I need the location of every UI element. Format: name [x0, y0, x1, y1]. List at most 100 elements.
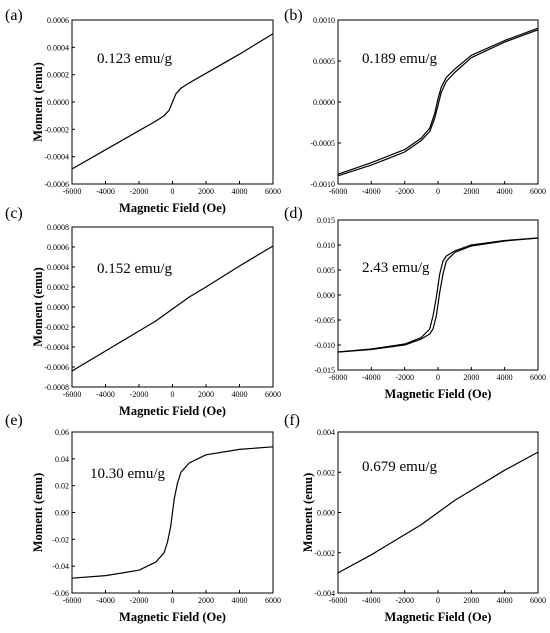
- x-tick-label: 6000: [265, 187, 281, 196]
- x-tick-label: -4000: [362, 596, 381, 605]
- panel-a: -6000 -4000 -2000 0 2000 4000 6000 -0.0006 -0.00…: [5, 7, 281, 215]
- x-tick-label: -4000: [362, 373, 381, 382]
- x-tick-label: -2000: [395, 373, 414, 382]
- y-tick-label: 0.06: [55, 428, 69, 437]
- y-tick-label: -0.005: [314, 316, 335, 325]
- x-axis-label: Magnetic Field (Oe): [119, 610, 226, 624]
- y-tick-label: -0.0002: [44, 125, 69, 134]
- x-tick-label: -6000: [329, 187, 348, 196]
- x-tick-label: 0: [436, 596, 440, 605]
- x-tick-label: 2000: [198, 187, 214, 196]
- saturation-annotation: 0.679 emu/g: [362, 459, 437, 475]
- x-tick-label: -4000: [96, 187, 115, 196]
- y-tick-label: 0.000: [317, 509, 335, 518]
- y-tick-label: -0.0004: [44, 343, 69, 352]
- y-tick-label: 0.0000: [47, 303, 69, 312]
- panel-letter: (e): [5, 412, 23, 429]
- y-tick-label: 0.00: [55, 509, 69, 518]
- y-tick-label: -0.02: [52, 535, 69, 544]
- x-tick-label: 6000: [265, 390, 281, 399]
- panel-d: -6000 -4000 -2000 0 2000 4000 6000 -0.015 -0.010…: [284, 205, 546, 401]
- series-line-1: [337, 27, 539, 175]
- y-tick-label: -0.0008: [44, 383, 69, 392]
- y-tick-label: -0.0006: [44, 363, 69, 372]
- x-tick-label: -4000: [96, 390, 115, 399]
- x-tick-label: -2000: [130, 187, 149, 196]
- y-tick-label: 0.0006: [47, 243, 69, 252]
- x-tick-label: 0: [171, 390, 175, 399]
- x-tick-label: 4000: [232, 390, 248, 399]
- panel-letter: (d): [284, 205, 303, 222]
- x-tick-label: 0: [171, 187, 175, 196]
- y-tick-label: 0.005: [317, 266, 335, 275]
- x-tick-label: -6000: [329, 596, 348, 605]
- x-tick-label: -6000: [63, 187, 82, 196]
- y-tick-label: -0.015: [314, 366, 335, 375]
- y-tick-label: -0.0005: [310, 139, 335, 148]
- series-line-1: [71, 33, 274, 170]
- x-tick-label: -2000: [395, 596, 414, 605]
- x-axis-label: Magnetic Field (Oe): [119, 404, 226, 418]
- x-tick-label: 2000: [463, 187, 479, 196]
- x-tick-label: -6000: [329, 373, 348, 382]
- x-tick-label: 0: [436, 373, 440, 382]
- panel-letter: (c): [5, 205, 23, 222]
- series-line-2: [337, 237, 539, 353]
- x-tick-label: 6000: [265, 596, 281, 605]
- y-tick-label: 0.0000: [47, 98, 69, 107]
- y-tick-label: 0.010: [317, 241, 335, 250]
- y-tick-label: 0.04: [55, 455, 69, 464]
- x-tick-label: -2000: [130, 390, 149, 399]
- y-tick-label: 0.000: [317, 291, 335, 300]
- series-line-2: [337, 29, 539, 177]
- saturation-annotation: 0.123 emu/g: [97, 51, 172, 67]
- y-tick-label: -0.0006: [44, 180, 69, 189]
- y-tick-label: 0.015: [317, 216, 335, 225]
- panel-c: -6000 -4000 -2000 0 2000 4000 6000 -0.0008 -0.00…: [5, 205, 281, 418]
- y-tick-label: 0.0004: [47, 43, 69, 52]
- y-tick-label: -0.0002: [44, 323, 69, 332]
- series-line-1: [71, 446, 274, 579]
- saturation-annotation: 2.43 emu/g: [362, 260, 430, 276]
- x-tick-label: 2000: [463, 596, 479, 605]
- series-line-1: [337, 451, 539, 574]
- x-tick-label: 2000: [198, 596, 214, 605]
- x-tick-label: 6000: [530, 373, 546, 382]
- y-tick-label: 0.002: [317, 468, 335, 477]
- panel-f: -6000 -4000 -2000 0 2000 4000 6000 -0.004 -0.002…: [284, 412, 546, 624]
- panel-letter: (b): [284, 7, 303, 24]
- x-tick-label: -4000: [96, 596, 115, 605]
- y-tick-label: 0.0000: [313, 98, 335, 107]
- y-tick-label: 0.004: [317, 428, 335, 437]
- panel-letter: (f): [284, 412, 300, 429]
- x-tick-label: 4000: [497, 187, 513, 196]
- y-tick-label: 0.0004: [47, 263, 69, 272]
- x-tick-label: 4000: [232, 187, 248, 196]
- y-tick-label: -0.010: [314, 341, 335, 350]
- y-tick-label: 0.0002: [47, 283, 69, 292]
- y-tick-label: 0.0002: [47, 71, 69, 80]
- y-tick-label: -0.0010: [310, 180, 335, 189]
- y-axis-label: Moment (emu): [31, 62, 45, 142]
- x-tick-label: 6000: [530, 596, 546, 605]
- y-tick-label: -0.002: [314, 549, 335, 558]
- x-tick-label: -6000: [63, 390, 82, 399]
- panel-e: -6000 -4000 -2000 0 2000 4000 6000 -0.06 -0.04 -0…: [5, 412, 281, 624]
- y-axis-label: Moment (emu): [301, 473, 315, 553]
- saturation-annotation: 0.152 emu/g: [97, 261, 172, 277]
- x-axis-label: Magnetic Field (Oe): [385, 387, 492, 401]
- x-tick-label: 4000: [497, 596, 513, 605]
- plot-frame: [337, 219, 539, 371]
- x-tick-label: -2000: [395, 187, 414, 196]
- y-axis-label: Moment (emu): [31, 267, 45, 347]
- x-tick-label: 0: [171, 596, 175, 605]
- y-tick-label: 0.0005: [313, 57, 335, 66]
- plot-frame: [337, 19, 539, 185]
- x-tick-label: 6000: [530, 187, 546, 196]
- plot-frame: [71, 226, 274, 388]
- x-tick-label: 2000: [198, 390, 214, 399]
- panel-letter: (a): [5, 7, 23, 24]
- y-tick-label: -0.06: [52, 589, 69, 598]
- y-tick-label: -0.04: [52, 562, 69, 571]
